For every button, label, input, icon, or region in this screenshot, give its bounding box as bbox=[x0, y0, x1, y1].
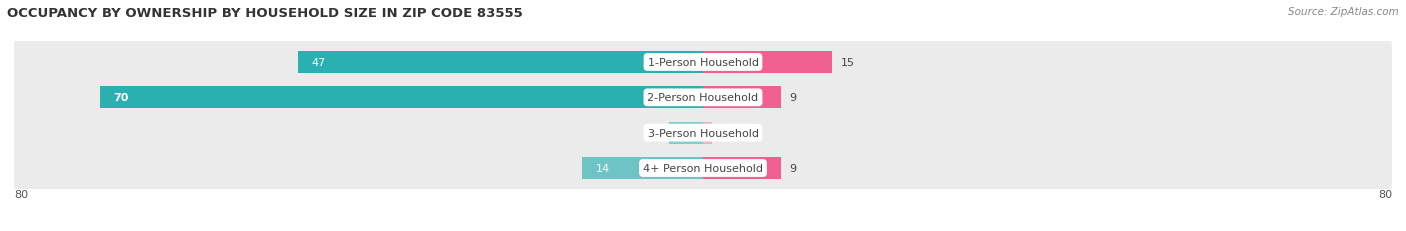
Bar bbox=[669, 122, 703, 144]
Text: 3-Person Household: 3-Person Household bbox=[648, 128, 758, 138]
FancyBboxPatch shape bbox=[14, 68, 1392, 128]
FancyBboxPatch shape bbox=[14, 138, 1392, 198]
Text: 70: 70 bbox=[112, 93, 128, 103]
Bar bbox=[703, 52, 832, 74]
Bar bbox=[703, 122, 711, 144]
FancyBboxPatch shape bbox=[14, 33, 1392, 93]
Text: 1-Person Household: 1-Person Household bbox=[648, 58, 758, 68]
Text: 9: 9 bbox=[789, 163, 796, 173]
Text: Source: ZipAtlas.com: Source: ZipAtlas.com bbox=[1288, 7, 1399, 17]
Text: 14: 14 bbox=[595, 163, 609, 173]
Text: 4: 4 bbox=[652, 128, 659, 138]
Bar bbox=[582, 157, 703, 179]
Text: 47: 47 bbox=[311, 58, 325, 68]
Text: 9: 9 bbox=[789, 93, 796, 103]
Bar bbox=[100, 87, 703, 109]
Bar bbox=[703, 157, 780, 179]
Bar bbox=[703, 87, 780, 109]
Bar bbox=[298, 52, 703, 74]
Text: 4+ Person Household: 4+ Person Household bbox=[643, 163, 763, 173]
FancyBboxPatch shape bbox=[14, 103, 1392, 163]
Text: OCCUPANCY BY OWNERSHIP BY HOUSEHOLD SIZE IN ZIP CODE 83555: OCCUPANCY BY OWNERSHIP BY HOUSEHOLD SIZE… bbox=[7, 7, 523, 20]
Text: 2-Person Household: 2-Person Household bbox=[647, 93, 759, 103]
Text: 80: 80 bbox=[14, 189, 28, 199]
Text: 80: 80 bbox=[1378, 189, 1392, 199]
Text: 15: 15 bbox=[841, 58, 855, 68]
Text: 1: 1 bbox=[720, 128, 727, 138]
